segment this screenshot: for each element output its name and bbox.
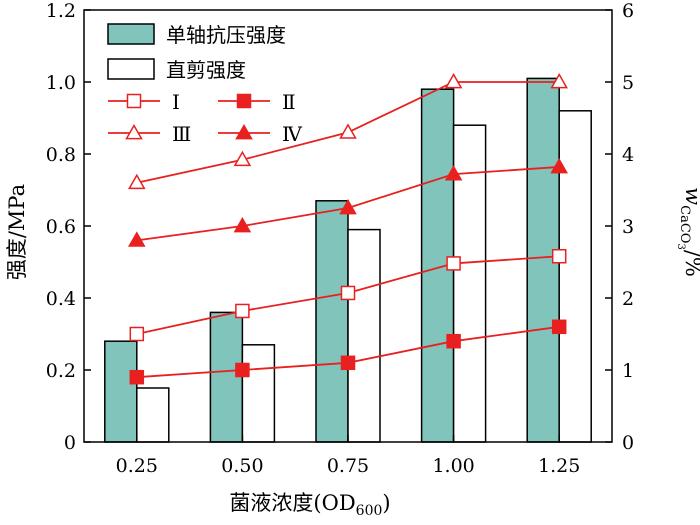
y-axis-right-title: wCaCO3/% [675, 187, 700, 277]
x-tick-label: 1.25 [538, 455, 580, 477]
legend-marker-1 [126, 93, 142, 109]
y-left-tick-label: 0.6 [46, 216, 76, 238]
point-series-3-0.50 [233, 150, 252, 167]
legend-label-line-1: Ⅰ [172, 90, 180, 114]
bar-shear-1.25 [558, 110, 592, 443]
y-right-tick-label: 4 [622, 144, 634, 166]
x-tick-label: 0.50 [221, 455, 263, 477]
y-left-tick-label: 0.4 [46, 288, 76, 310]
axes-layer: 0 0.2 0.4 0.6 0.8 1.0 1.2 0 1 2 3 4 5 6 0.25 0.50 0.75 1.… [46, 0, 634, 477]
legend-swatch-bar-2 [107, 58, 155, 80]
point-series-3-1.00 [444, 72, 463, 89]
point-series-1-0.25 [129, 326, 145, 342]
legend-marker-3 [125, 123, 143, 140]
point-series-3-0.75 [339, 123, 357, 139]
y-right-tick-label: 3 [622, 216, 634, 238]
bar-ucs-0.25 [104, 340, 138, 443]
bar-shear-0.50 [241, 344, 276, 443]
y-right-tick-label: 5 [622, 72, 634, 94]
legend-swatch-bar-1 [107, 23, 155, 45]
legend-label-line-4: Ⅳ [282, 122, 303, 146]
point-series-4-0.75 [339, 198, 357, 215]
axis-titles: 菌液浓度(OD600) 强度/MPa wCaCO3/% [5, 184, 700, 519]
point-series-4-0.25 [128, 231, 146, 247]
legend-label-bar-2: 直剪强度 [166, 58, 246, 82]
legend-label-line-3: Ⅲ [172, 122, 191, 146]
y-left-tick-label: 1.2 [46, 0, 76, 22]
y-left-tick-label: 0.2 [46, 360, 76, 382]
point-series-4-0.50 [233, 216, 252, 233]
x-tick-label: 1.00 [432, 455, 474, 477]
legend-marker-2 [236, 93, 252, 109]
point-series-3-0.25 [128, 173, 146, 190]
bar-shear-0.75 [347, 228, 381, 443]
legend-label-line-2: Ⅱ [282, 90, 296, 114]
bar-ucs-0.75 [315, 200, 349, 443]
y-left-tick-label: 0 [64, 432, 76, 454]
legend-marker-4 [235, 123, 253, 140]
y-right-tick-label: 6 [622, 0, 634, 22]
x-axis-title: 菌液浓度(OD600) [229, 491, 390, 519]
point-series-4-1.00 [444, 165, 463, 181]
point-series-1-0.75 [340, 285, 356, 301]
point-series-2-0.25 [129, 369, 145, 385]
point-series-1-1.00 [446, 256, 461, 271]
point-series-1-1.25 [551, 248, 567, 264]
bars-layer [104, 77, 592, 443]
legend-label-bar-1: 单轴抗压强度 [166, 23, 286, 47]
x-tick-label: 0.25 [116, 455, 158, 477]
y-right-tick-label: 1 [622, 360, 634, 382]
y-right-tick-label: 0 [622, 432, 634, 454]
y-axis-left-title: 强度/MPa [5, 184, 29, 280]
point-series-2-0.50 [235, 362, 250, 378]
point-series-2-0.75 [340, 355, 356, 371]
y-left-tick-label: 1.0 [46, 72, 76, 94]
point-series-4-1.25 [550, 157, 568, 174]
lines-layer [128, 72, 568, 385]
point-series-3-1.25 [550, 72, 568, 89]
bar-shear-0.25 [136, 387, 170, 443]
point-series-2-1.00 [446, 333, 461, 349]
point-series-2-1.25 [551, 319, 567, 335]
y-right-tick-label: 2 [622, 288, 634, 310]
point-series-1-0.50 [235, 303, 250, 319]
x-tick-label: 0.75 [327, 455, 369, 477]
y-left-tick-label: 0.8 [46, 144, 76, 166]
